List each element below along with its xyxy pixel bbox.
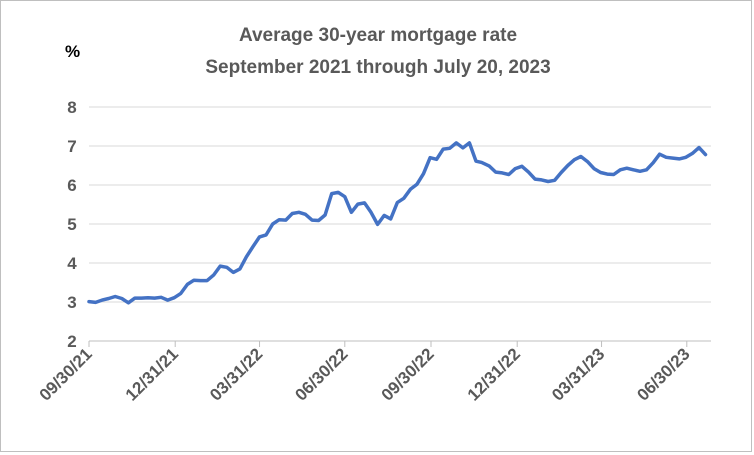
x-tick-label: 12/31/21: [122, 344, 182, 404]
x-tick-label: 09/30/22: [378, 344, 438, 404]
chart-subtitle: September 2021 through July 20, 2023: [205, 57, 550, 78]
y-tick-label: 8: [67, 98, 76, 117]
series-layer: [87, 141, 708, 305]
y-tick-label: 7: [67, 137, 76, 156]
y-axis-ticks: 2 3 4 5 6 7 8: [67, 98, 77, 351]
x-tick-label: 09/30/21: [36, 344, 96, 404]
x-tick-label: 12/31/22: [464, 344, 524, 404]
y-tick-label: 2: [67, 332, 76, 351]
x-tick-label: 06/30/23: [633, 344, 693, 404]
gridlines: [89, 106, 711, 342]
y-tick-label: 3: [67, 293, 76, 312]
x-tick-label: 03/31/23: [548, 344, 608, 404]
x-axis-ticks: 09/30/21 12/31/21 03/31/22 06/30/22 09/30/22…: [36, 341, 694, 405]
x-tick-label: 06/30/22: [291, 344, 351, 404]
y-tick-label: 5: [67, 215, 76, 234]
y-axis-unit-label: %: [65, 42, 80, 61]
x-tick-label: 03/31/22: [206, 344, 266, 404]
y-tick-label: 6: [67, 176, 76, 195]
chart-title: Average 30-year mortgage rate: [239, 25, 517, 46]
y-tick-label: 4: [67, 254, 77, 273]
series-line-mortgage-rate: [87, 141, 708, 305]
